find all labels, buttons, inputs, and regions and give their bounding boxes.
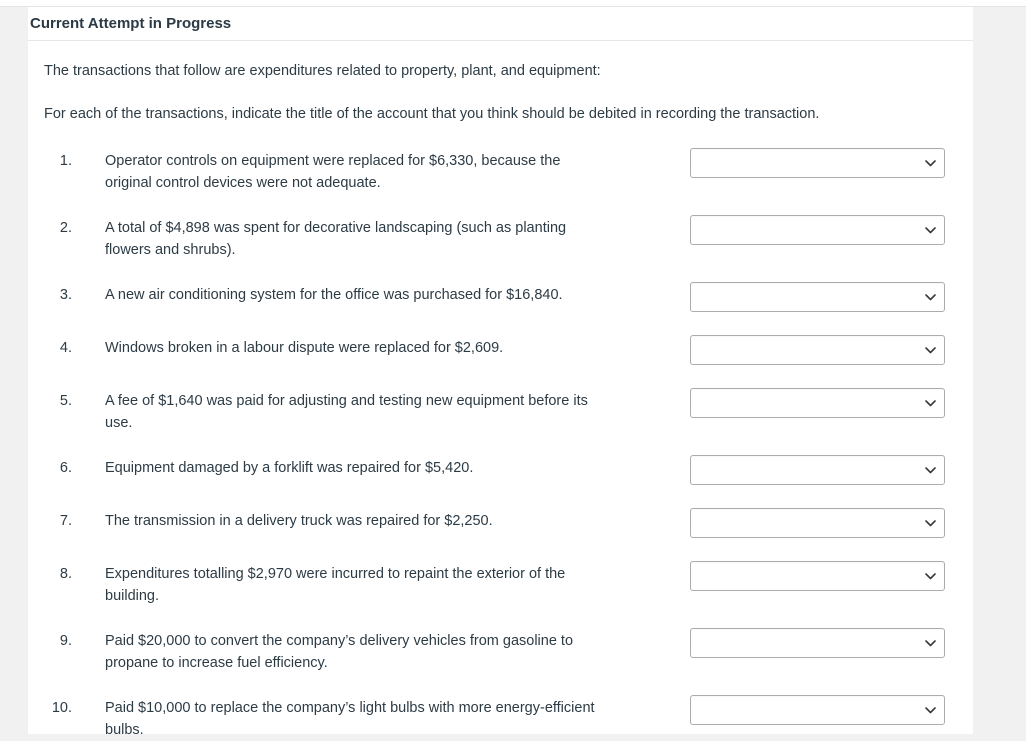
- item-text: The transmission in a delivery truck was…: [105, 513, 493, 529]
- page-top-strip: [0, 0, 1026, 7]
- account-select-wrap: [690, 508, 945, 538]
- account-select-wrap: [690, 148, 945, 178]
- item-text: Paid $10,000 to replace the company’s li…: [105, 700, 595, 738]
- attempt-panel: Current Attempt in Progress The transact…: [28, 7, 973, 738]
- account-select[interactable]: [690, 388, 945, 418]
- account-select-wrap: [690, 335, 945, 365]
- account-select[interactable]: [690, 695, 945, 725]
- item-number: 3.: [59, 287, 72, 303]
- transaction-row: 4. Windows broken in a labour dispute we…: [44, 335, 973, 367]
- account-select-wrap: [690, 695, 945, 725]
- account-select-wrap: [690, 282, 945, 312]
- item-number: 10.: [51, 700, 72, 716]
- account-select[interactable]: [690, 561, 945, 591]
- transaction-row: 1. Operator controls on equipment were r…: [44, 148, 973, 194]
- account-select[interactable]: [690, 335, 945, 365]
- account-select[interactable]: [690, 148, 945, 178]
- item-number: 4.: [59, 340, 72, 356]
- account-select[interactable]: [690, 508, 945, 538]
- item-number: 1.: [59, 153, 72, 169]
- transaction-row: 3. A new air conditioning system for the…: [44, 282, 973, 314]
- account-select[interactable]: [690, 282, 945, 312]
- item-text: Paid $20,000 to convert the company’s de…: [105, 633, 574, 671]
- transaction-row: 7. The transmission in a delivery truck …: [44, 508, 973, 540]
- transaction-row: 10. Paid $10,000 to replace the company’…: [44, 695, 973, 741]
- account-select-wrap: [690, 388, 945, 418]
- item-text: Windows broken in a labour dispute were …: [105, 340, 504, 356]
- transaction-row: 9. Paid $20,000 to convert the company’s…: [44, 628, 973, 674]
- account-select-wrap: [690, 561, 945, 591]
- item-text: A total of $4,898 was spent for decorati…: [105, 220, 567, 258]
- item-text: Operator controls on equipment were repl…: [105, 153, 561, 191]
- attempt-header: Current Attempt in Progress: [28, 7, 973, 41]
- item-text: A new air conditioning system for the of…: [105, 287, 563, 303]
- item-text: Expenditures totalling $2,970 were incur…: [105, 566, 566, 604]
- intro-line-1: The transactions that follow are expendi…: [44, 63, 601, 79]
- account-select[interactable]: [690, 628, 945, 658]
- transactions-list: 1. Operator controls on equipment were r…: [44, 148, 973, 741]
- item-text: Equipment damaged by a forklift was repa…: [105, 460, 474, 476]
- item-number: 6.: [59, 460, 72, 476]
- item-number: 7.: [59, 513, 72, 529]
- transaction-row: 2. A total of $4,898 was spent for decor…: [44, 215, 973, 261]
- transaction-row: 6. Equipment damaged by a forklift was r…: [44, 455, 973, 487]
- item-number: 9.: [59, 633, 72, 649]
- item-number: 5.: [59, 393, 72, 409]
- item-number: 2.: [59, 220, 72, 236]
- account-select-wrap: [690, 215, 945, 245]
- item-number: 8.: [59, 566, 72, 582]
- page-title: Current Attempt in Progress: [30, 15, 232, 32]
- question-body: The transactions that follow are expendi…: [28, 41, 973, 741]
- item-text: A fee of $1,640 was paid for adjusting a…: [105, 393, 588, 431]
- transaction-row: 8. Expenditures totalling $2,970 were in…: [44, 561, 973, 607]
- intro-line-2: For each of the transactions, indicate t…: [44, 106, 820, 122]
- account-select[interactable]: [690, 215, 945, 245]
- account-select-wrap: [690, 455, 945, 485]
- transaction-row: 5. A fee of $1,640 was paid for adjustin…: [44, 388, 973, 434]
- account-select[interactable]: [690, 455, 945, 485]
- account-select-wrap: [690, 628, 945, 658]
